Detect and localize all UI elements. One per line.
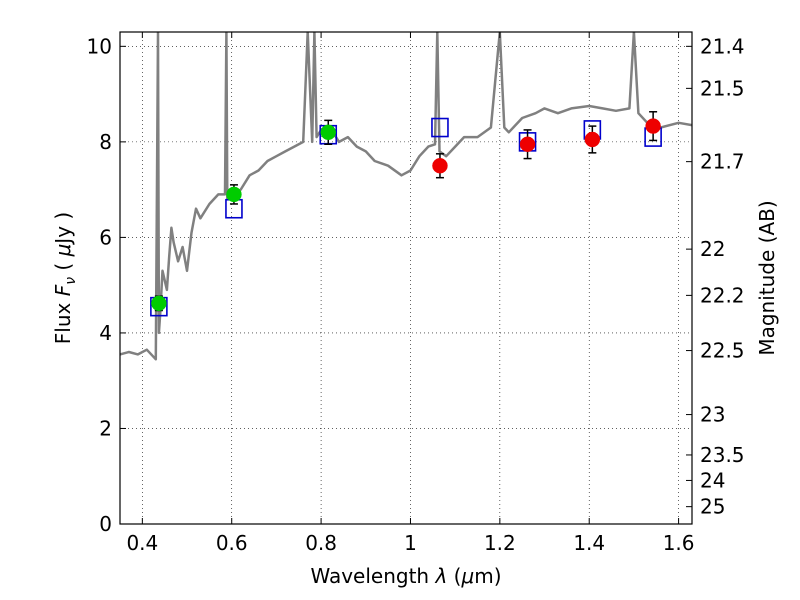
x-tick-label: 1.4 [573,531,605,555]
observed-red-point [519,136,536,153]
model-photometry-square [431,117,449,138]
observed-red-point [584,131,601,148]
y2-tick-label: 24 [700,468,725,492]
y-tick-label: 2 [99,416,112,440]
y-axis-label-text: Flux Fν ( μJy ) [51,212,79,344]
y2-tick-label: 25 [700,495,725,519]
x-axis-label-text: Wavelength λ (μm) [310,564,501,588]
y-axis-label: Flux Fν ( μJy ) [51,212,79,344]
observed-red-point [645,118,661,134]
observed-green-point [226,186,242,203]
model-spectrum-line [120,32,692,361]
y-tick-label: 10 [87,34,112,58]
y2-tick-label: 23 [700,403,725,427]
y-tick-label: 0 [99,512,112,536]
observed-green-point [320,124,336,141]
y-tick-label: 4 [99,321,112,345]
y-tick-label: 6 [99,225,112,249]
plot-frame [119,31,693,525]
y2-tick-label: 21.5 [700,76,745,100]
x-tick-label: 0.4 [126,531,158,555]
y2-tick-label: 23.5 [700,443,745,467]
y2-tick-label: 22.5 [700,339,745,363]
y2-tick-label: 21.4 [700,34,745,58]
y2-tick-label: 21.7 [700,150,745,174]
observed-red-point [432,157,448,174]
model-spectrum-layer [120,32,692,361]
x-tick-label: 0.6 [216,531,248,555]
y2-tick-label: 22 [700,237,725,261]
x-tick-label: 1.6 [663,531,695,555]
observed-green-point [151,295,167,312]
y-tick-label: 8 [99,130,112,154]
x-tick-label: 0.8 [305,531,337,555]
x-tick-label: 1 [404,531,417,555]
y2-tick-label: 22.2 [700,283,745,307]
x-axis-label: Wavelength λ (μm) [310,564,501,588]
markers-layer [150,111,662,317]
x-tick-label: 1.2 [484,531,516,555]
y2-axis-label: Magnitude (AB) [755,200,779,355]
